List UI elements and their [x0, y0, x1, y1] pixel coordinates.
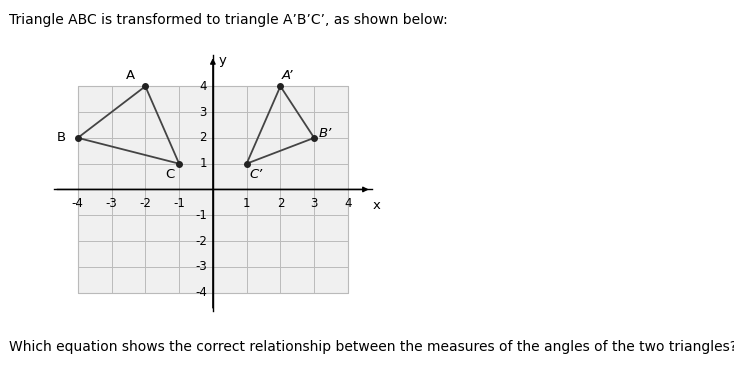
Text: 1: 1	[243, 197, 250, 210]
Bar	[78, 86, 348, 293]
Text: -4: -4	[195, 286, 207, 299]
Text: Triangle ABC is transformed to triangle A’B’C’, as shown below:: Triangle ABC is transformed to triangle …	[9, 13, 448, 27]
Text: -2: -2	[139, 197, 151, 210]
Text: -1: -1	[195, 209, 207, 222]
Text: C’: C’	[250, 168, 263, 181]
Text: y: y	[219, 54, 227, 67]
Text: A’: A’	[282, 70, 294, 82]
Text: 4: 4	[200, 80, 207, 93]
Text: -2: -2	[195, 235, 207, 247]
Text: C: C	[164, 168, 174, 181]
Text: B: B	[57, 131, 66, 144]
Text: 2: 2	[277, 197, 284, 210]
Text: 3: 3	[310, 197, 318, 210]
Text: -1: -1	[173, 197, 185, 210]
Text: 4: 4	[344, 197, 352, 210]
Text: -4: -4	[72, 197, 84, 210]
Text: 1: 1	[200, 157, 207, 170]
Text: -3: -3	[195, 260, 207, 273]
Text: 3: 3	[200, 105, 207, 119]
Text: 2: 2	[200, 131, 207, 144]
Text: A: A	[126, 70, 135, 82]
Text: x: x	[373, 199, 380, 212]
Text: -3: -3	[106, 197, 117, 210]
Text: B’: B’	[319, 127, 332, 141]
Text: Which equation shows the correct relationship between the measures of the angles: Which equation shows the correct relatio…	[9, 340, 734, 354]
